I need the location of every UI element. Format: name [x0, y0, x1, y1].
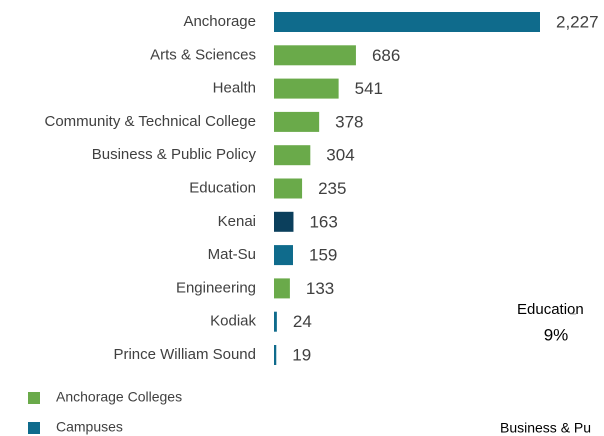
- value-label: 304: [326, 146, 354, 165]
- bar: [274, 211, 294, 232]
- category-label: Engineering: [176, 279, 256, 296]
- pie-label: Business & Pu: [500, 420, 591, 436]
- category-label: Prince William Sound: [113, 346, 256, 363]
- legend-swatch: [28, 392, 40, 404]
- category-label: Anchorage: [183, 13, 256, 30]
- category-label: Business & Public Policy: [92, 146, 257, 163]
- category-label: Mat-Su: [208, 246, 256, 263]
- bar: [274, 278, 290, 299]
- legend-label: Anchorage Colleges: [56, 389, 182, 405]
- category-label: Arts & Sciences: [150, 46, 256, 63]
- value-label: 2,227: [556, 12, 599, 31]
- value-label: 378: [335, 112, 363, 131]
- bar: [274, 45, 356, 66]
- bar: [274, 345, 277, 365]
- bar: [274, 178, 303, 199]
- pie-percent: 9%: [544, 325, 569, 344]
- pie-label: Education: [517, 301, 584, 318]
- category-label: Community & Technical College: [45, 113, 257, 130]
- bar: [274, 145, 311, 166]
- category-label: Kenai: [218, 213, 256, 230]
- category-label: Education: [189, 179, 256, 196]
- value-label: 159: [309, 246, 337, 265]
- value-label: 163: [309, 212, 337, 231]
- value-label: 686: [372, 46, 400, 65]
- value-label: 24: [293, 312, 312, 331]
- value-label: 19: [292, 345, 311, 364]
- category-label: Health: [213, 80, 256, 97]
- legend-label: Campuses: [56, 419, 123, 435]
- value-label: 133: [306, 279, 334, 298]
- bar: [274, 111, 320, 132]
- value-label: 541: [355, 79, 383, 98]
- value-label: 235: [318, 179, 346, 198]
- bar: [274, 245, 293, 266]
- legend-swatch: [28, 422, 40, 434]
- bar: [274, 78, 339, 99]
- bar: [274, 311, 277, 332]
- bar: [274, 12, 540, 32]
- category-label: Kodiak: [210, 313, 256, 330]
